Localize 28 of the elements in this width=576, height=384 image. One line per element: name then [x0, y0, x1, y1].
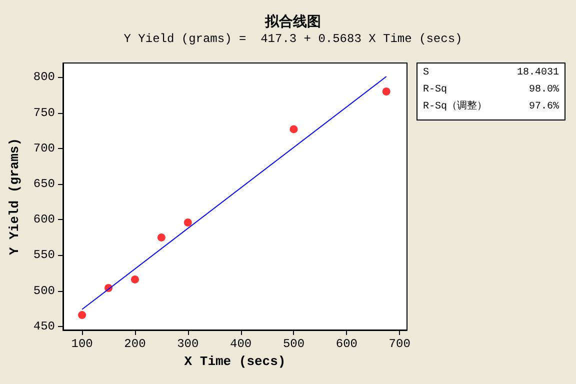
point — [290, 125, 298, 134]
y-tick-label: 700 — [33, 141, 55, 156]
y-tick-label: 500 — [33, 284, 55, 298]
y-tick-label: 650 — [33, 177, 55, 192]
x-tick-label: 500 — [282, 337, 305, 351]
point — [130, 275, 139, 284]
y-tick-label: 600 — [33, 212, 55, 227]
x-tick-label: 600 — [336, 337, 358, 351]
y-tick-label: 750 — [33, 106, 55, 120]
point — [157, 233, 166, 242]
y-tick-label: 550 — [33, 248, 55, 262]
y-tick-label: 450 — [33, 319, 55, 334]
chart-title: 拟合线图 — [264, 13, 321, 30]
point — [382, 87, 390, 96]
x-tick-label: 200 — [124, 337, 146, 351]
x-axis-title: X Time (secs) — [184, 354, 286, 369]
chart-subtitle: Y Yield (grams) = 417.3 + 0.5683 X Time (secs) — [124, 32, 462, 46]
x-tick-label: 700 — [388, 337, 410, 351]
text: S 18.4031 — [423, 68, 560, 78]
text: R-Sq 98.0% — [423, 84, 560, 96]
x-tick-label: 300 — [177, 337, 199, 351]
point — [184, 218, 192, 226]
y-tick-label: 800 — [33, 70, 55, 84]
x-tick-label: 100 — [71, 337, 93, 351]
point — [78, 311, 86, 320]
text: R-Sq（调整） 97.6% — [423, 102, 560, 112]
y-axis-title: Y Yield (grams) — [7, 138, 22, 256]
x-tick-label: 400 — [230, 337, 252, 351]
